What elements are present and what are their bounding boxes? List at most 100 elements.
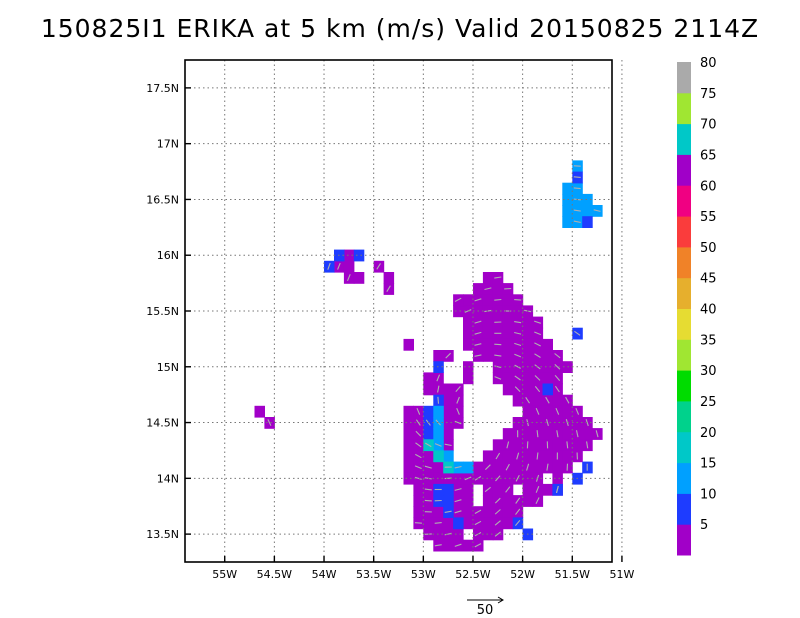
wind-arrow bbox=[536, 452, 539, 460]
wind-cell-main-band bbox=[423, 383, 434, 396]
wind-cell-main-band bbox=[572, 439, 583, 452]
wind-cell-main-band bbox=[522, 383, 534, 396]
wind-cell-main-band bbox=[403, 405, 414, 418]
wind-arrow bbox=[514, 519, 521, 526]
wind-arrow bbox=[573, 176, 581, 178]
x-tick-label: 54W bbox=[312, 568, 337, 581]
wind-arrow bbox=[346, 274, 351, 282]
x-tick-label: 51.5W bbox=[555, 568, 590, 581]
wind-cell-main-band bbox=[502, 495, 514, 507]
wind-arrow bbox=[506, 441, 510, 449]
wind-cell-main-band bbox=[552, 394, 563, 407]
wind-arrow bbox=[474, 543, 482, 548]
wind-cell-main-band bbox=[482, 495, 494, 507]
wind-arrow bbox=[534, 342, 541, 347]
wind-cell-main-band bbox=[463, 338, 474, 351]
wind-arrow bbox=[456, 396, 460, 404]
wind-cell-main-band bbox=[532, 439, 544, 452]
colorbar-label: 75 bbox=[700, 87, 717, 102]
colorbar-label: 50 bbox=[700, 241, 717, 256]
wind-arrow bbox=[414, 465, 422, 470]
wind-arrow bbox=[555, 407, 560, 415]
y-tick-label: 17N bbox=[157, 138, 179, 151]
wind-cell-main-band bbox=[413, 495, 424, 507]
colorbar-label: 55 bbox=[700, 210, 717, 225]
wind-cell-ne-blob bbox=[562, 205, 573, 217]
y-tick-label: 17.5N bbox=[146, 82, 179, 95]
wind-cell-main-band bbox=[502, 506, 514, 518]
wind-cell-main-band bbox=[433, 506, 444, 518]
wind-cell-main-band bbox=[482, 506, 494, 518]
wind-arrow bbox=[454, 488, 462, 491]
wind-arrow bbox=[573, 209, 581, 212]
wind-arrow bbox=[514, 321, 522, 324]
wind-arrow bbox=[546, 463, 549, 471]
wind-cell-main-band bbox=[502, 450, 514, 463]
wind-cell-main-band-blue bbox=[423, 405, 434, 418]
wind-arrow bbox=[414, 476, 422, 480]
colorbar-label: 35 bbox=[700, 333, 717, 348]
wind-cell-main-band bbox=[492, 439, 504, 452]
wind-arrow bbox=[494, 509, 501, 515]
wind-cell-main-band bbox=[443, 405, 454, 418]
wind-vectors bbox=[267, 165, 601, 548]
colorbar-box bbox=[677, 493, 691, 525]
wind-cell-main-band bbox=[423, 450, 434, 463]
wind-cell-main-band bbox=[502, 327, 514, 340]
wind-arrow bbox=[474, 509, 482, 514]
wind-cell-main-band bbox=[512, 417, 524, 429]
wind-cell-main-band bbox=[423, 517, 434, 530]
wind-arrow bbox=[545, 419, 549, 427]
wind-cell-main-band bbox=[542, 350, 553, 362]
wind-cell-main-band bbox=[463, 294, 474, 307]
wind-arrow bbox=[574, 330, 581, 336]
wind-cell-main-band bbox=[463, 483, 474, 496]
wind-cell-main-band-blue bbox=[433, 361, 444, 373]
wind-arrow bbox=[474, 298, 482, 302]
wind-cell-main-band bbox=[413, 483, 424, 496]
wind-arrow bbox=[573, 187, 581, 190]
wind-cell-ne-blob bbox=[582, 193, 593, 206]
colorbar-box bbox=[677, 308, 691, 340]
wind-arrow bbox=[454, 420, 462, 425]
wind-arrow bbox=[445, 352, 451, 359]
y-tick-label: 16N bbox=[157, 249, 179, 262]
colorbar-label: 45 bbox=[700, 272, 717, 287]
wind-arrow bbox=[505, 486, 511, 493]
wind-arrow bbox=[437, 396, 440, 404]
wind-cell-main-band bbox=[542, 361, 553, 373]
wind-cell-main-band bbox=[532, 394, 544, 407]
wind-cell-main-band bbox=[463, 506, 474, 518]
wind-arrow bbox=[514, 299, 522, 301]
y-axis-ticks: 13.5N 14N 14.5N 15N 15.5N 16N 16.5N 17N 17.5N bbox=[146, 82, 191, 541]
wind-arrow bbox=[437, 385, 440, 393]
wind-arrow bbox=[514, 331, 522, 335]
wind-arrow bbox=[514, 364, 521, 369]
wind-cell-main-band bbox=[403, 450, 414, 463]
wind-cell-main-band bbox=[482, 327, 494, 340]
wind-arrow bbox=[494, 276, 502, 279]
wind-arrow bbox=[494, 365, 502, 369]
x-axis-ticks: 55W 54.5W 54W 53.5W 53W 52.5W 52W 51.5W 51W bbox=[212, 556, 634, 581]
wind-arrow bbox=[414, 522, 422, 524]
wind-cell-inner-cyan bbox=[433, 450, 444, 463]
wind-cell-main-band bbox=[492, 305, 504, 318]
wind-arrow bbox=[464, 309, 472, 313]
wind-arrow bbox=[515, 508, 521, 515]
wind-cell-main-band bbox=[413, 506, 424, 518]
wind-cell-main-band bbox=[502, 428, 514, 440]
wind-cell-main-band bbox=[562, 428, 573, 440]
wind-arrow bbox=[474, 331, 482, 335]
wind-cell-main-band bbox=[582, 428, 593, 440]
wind-arrow bbox=[474, 520, 482, 526]
wind-arrow bbox=[535, 485, 540, 493]
y-tick-label: 13.5N bbox=[146, 528, 179, 541]
wind-arrow bbox=[494, 376, 502, 380]
wind-arrow bbox=[267, 419, 272, 426]
wind-arrow bbox=[454, 543, 462, 547]
wind-cell-main-band bbox=[552, 417, 563, 429]
x-tick-label: 51W bbox=[609, 568, 634, 581]
wind-cell-main-band bbox=[482, 450, 494, 463]
